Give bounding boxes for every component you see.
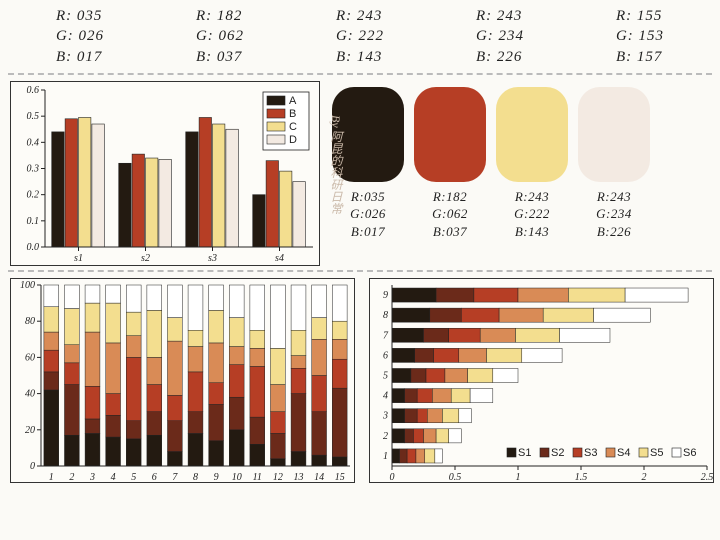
rgb-block-3: R: 243 G: 234 B: 226 (476, 6, 524, 67)
svg-text:11: 11 (253, 472, 262, 483)
svg-text:S4: S4 (617, 447, 630, 459)
svg-text:B: B (289, 108, 296, 120)
svg-text:0.1: 0.1 (27, 216, 40, 227)
rgb-r: 243 (357, 8, 383, 24)
svg-text:4: 4 (111, 472, 116, 483)
rgb-b: 017 (77, 49, 103, 65)
rgb-r: 155 (637, 8, 663, 24)
svg-text:0.5: 0.5 (449, 472, 462, 483)
svg-text:s4: s4 (275, 253, 284, 264)
svg-text:3: 3 (89, 472, 95, 483)
rgb-g: 062 (219, 28, 245, 44)
svg-text:10: 10 (232, 472, 242, 483)
svg-text:1: 1 (516, 472, 521, 483)
svg-text:D: D (289, 134, 297, 146)
svg-text:100: 100 (20, 280, 35, 291)
svg-text:0.3: 0.3 (27, 163, 40, 174)
swatch-2 (496, 87, 568, 182)
swatch-col-3: R:243G:234B:226 (578, 87, 650, 241)
svg-text:4: 4 (383, 390, 388, 401)
svg-text:0.0: 0.0 (27, 242, 40, 253)
rgb-g: 026 (79, 28, 105, 44)
svg-text:6: 6 (152, 472, 157, 483)
svg-text:2: 2 (69, 472, 74, 483)
rgb-b: 157 (637, 49, 663, 65)
divider-2 (8, 270, 712, 272)
rgb-b: 143 (357, 49, 383, 65)
rgb-b: 037 (217, 49, 243, 65)
svg-text:60: 60 (25, 352, 35, 363)
rgb-block-4: R: 155 G: 153 B: 157 (616, 6, 664, 67)
svg-text:S1: S1 (518, 447, 531, 459)
rgb-r: 182 (217, 8, 243, 24)
svg-text:s3: s3 (208, 253, 217, 264)
rgb-g: 153 (639, 28, 665, 44)
grouped-bar-chart: 0.0 0.1 0.2 0.3 0.4 0.5 0.6 s1 s2 s3 s4 ABCD (10, 81, 320, 266)
stacked-bar-chart: 020406080100123456789101112131415 (10, 278, 355, 483)
svg-text:A: A (289, 95, 297, 107)
rgb-r: 035 (77, 8, 103, 24)
svg-text:14: 14 (314, 472, 324, 483)
rgb-block-1: R: 182 G: 062 B: 037 (196, 6, 244, 67)
svg-text:15: 15 (335, 472, 345, 483)
swatch-label-2: R:243G:222B:143 (496, 188, 568, 241)
swatch-label-1: R:182G:062B:037 (414, 188, 486, 241)
svg-text:80: 80 (25, 316, 35, 327)
svg-text:0: 0 (390, 472, 395, 483)
divider-1 (8, 73, 712, 75)
svg-text:0.2: 0.2 (27, 189, 40, 200)
svg-text:6: 6 (383, 350, 388, 361)
svg-text:40: 40 (25, 388, 35, 399)
rgb-r: 243 (497, 8, 523, 24)
swatch-col-2: R:243G:222B:143 (496, 87, 568, 241)
svg-text:8: 8 (193, 472, 198, 483)
svg-text:7: 7 (383, 330, 389, 341)
svg-text:8: 8 (383, 310, 388, 321)
svg-text:2.5: 2.5 (701, 472, 714, 483)
svg-text:0.5: 0.5 (27, 111, 40, 122)
rgb-g: 234 (499, 28, 525, 44)
svg-text:1: 1 (49, 472, 54, 483)
svg-text:S2: S2 (551, 447, 564, 459)
rgb-row: R: 035 G: 026 B: 017 R: 182 G: 062 B: 03… (0, 0, 720, 71)
swatch-label-3: R:243G:234B:226 (578, 188, 650, 241)
svg-text:1.5: 1.5 (575, 472, 588, 483)
rgb-g: 222 (359, 28, 385, 44)
bottom-row: 020406080100123456789101112131415 00.511… (0, 274, 720, 487)
svg-text:9: 9 (214, 472, 219, 483)
svg-text:2: 2 (383, 431, 388, 442)
svg-text:s1: s1 (74, 253, 83, 264)
svg-text:C: C (289, 121, 297, 133)
svg-text:12: 12 (273, 472, 283, 483)
swatch-3 (578, 87, 650, 182)
svg-text:S5: S5 (650, 447, 663, 459)
svg-text:7: 7 (172, 472, 178, 483)
svg-text:S6: S6 (683, 447, 696, 459)
horizontal-bar-chart: 0 0.5 1 1.5 2 2.5 1 2 3 4 5 6 7 8 9 S1 S2 S3 S4 S5 S6 (369, 278, 714, 483)
svg-text:0: 0 (30, 461, 35, 472)
rgb-block-2: R: 243 G: 222 B: 143 (336, 6, 384, 67)
swatch-1 (414, 87, 486, 182)
svg-text:0.4: 0.4 (27, 137, 40, 148)
svg-text:1: 1 (383, 451, 388, 462)
mid-row: 0.0 0.1 0.2 0.3 0.4 0.5 0.6 s1 s2 s3 s4 ABCD R:035G… (0, 77, 720, 268)
svg-text:2: 2 (642, 472, 647, 483)
swatch-area: R:035G:026B:017R:182G:062B:037R:243G:222… (332, 81, 710, 266)
watermark: By 阿昆的科研日常 (328, 115, 345, 215)
svg-text:5: 5 (131, 472, 136, 483)
svg-text:5: 5 (383, 370, 388, 381)
svg-text:3: 3 (382, 410, 388, 421)
svg-text:S3: S3 (584, 447, 597, 459)
svg-text:0.6: 0.6 (27, 85, 40, 96)
svg-text:9: 9 (383, 290, 388, 301)
swatch-col-1: R:182G:062B:037 (414, 87, 486, 241)
rgb-block-0: R: 035 G: 026 B: 017 (56, 6, 104, 67)
svg-text:20: 20 (25, 425, 35, 436)
svg-text:s2: s2 (141, 253, 150, 264)
rgb-b: 226 (497, 49, 523, 65)
svg-text:13: 13 (294, 472, 304, 483)
